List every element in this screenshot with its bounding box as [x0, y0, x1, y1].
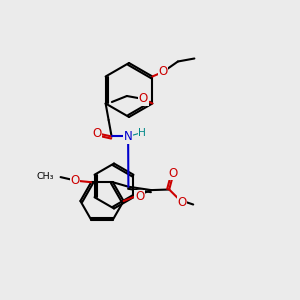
Text: O: O	[178, 196, 187, 209]
Text: H: H	[138, 128, 146, 139]
Text: N: N	[124, 130, 133, 143]
Text: O: O	[70, 174, 80, 187]
Text: O: O	[135, 190, 144, 203]
Text: O: O	[168, 167, 177, 179]
Text: O: O	[139, 92, 148, 106]
Text: CH₃: CH₃	[37, 172, 54, 181]
Text: O: O	[158, 65, 167, 79]
Text: O: O	[92, 127, 101, 140]
